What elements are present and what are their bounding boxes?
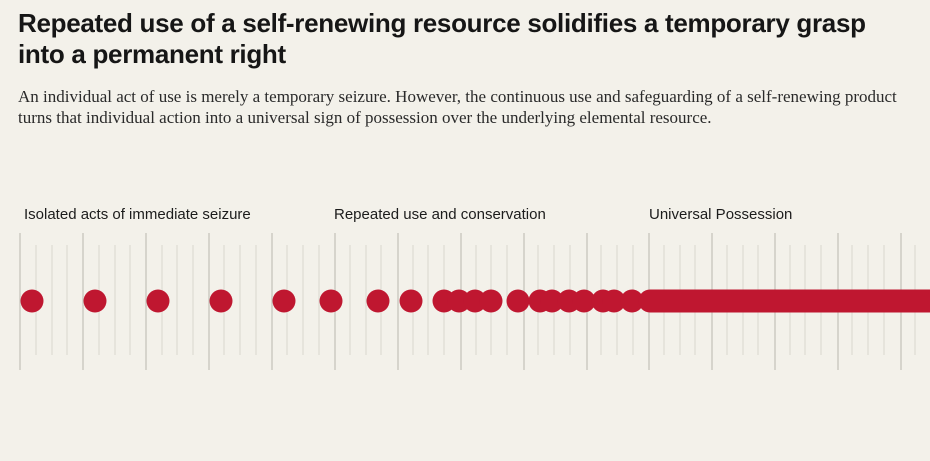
act-of-use-dot <box>447 289 471 313</box>
act-of-use-dot <box>602 289 626 313</box>
act-of-use-dot <box>506 289 530 313</box>
act-of-use-dot <box>620 289 644 313</box>
phase-label-universal-possession: Universal Possession <box>649 206 793 223</box>
act-of-use-dot <box>209 289 233 313</box>
act-of-use-dot <box>463 289 487 313</box>
act-of-use-dot <box>572 289 596 313</box>
act-of-use-dot <box>366 289 390 313</box>
act-of-use-dot <box>146 289 170 313</box>
act-of-use-dot <box>20 289 44 313</box>
continuous-possession-band <box>638 289 930 313</box>
act-of-use-dot <box>83 289 107 313</box>
timeline-marks <box>20 289 930 313</box>
diagram-subtitle: An individual act of use is merely a tem… <box>18 87 897 127</box>
act-of-use-dot <box>540 289 564 313</box>
act-of-use-dot <box>399 289 423 313</box>
phase-label-isolated-acts: Isolated acts of immediate seizure <box>24 206 251 223</box>
phase-label-repeated-use: Repeated use and conservation <box>334 206 546 223</box>
act-of-use-dot <box>272 289 296 313</box>
possession-timeline <box>19 233 930 370</box>
act-of-use-dot <box>479 289 503 313</box>
act-of-use-dot <box>319 289 343 313</box>
diagram-title: Repeated use of a self-renewing resource… <box>18 8 866 69</box>
